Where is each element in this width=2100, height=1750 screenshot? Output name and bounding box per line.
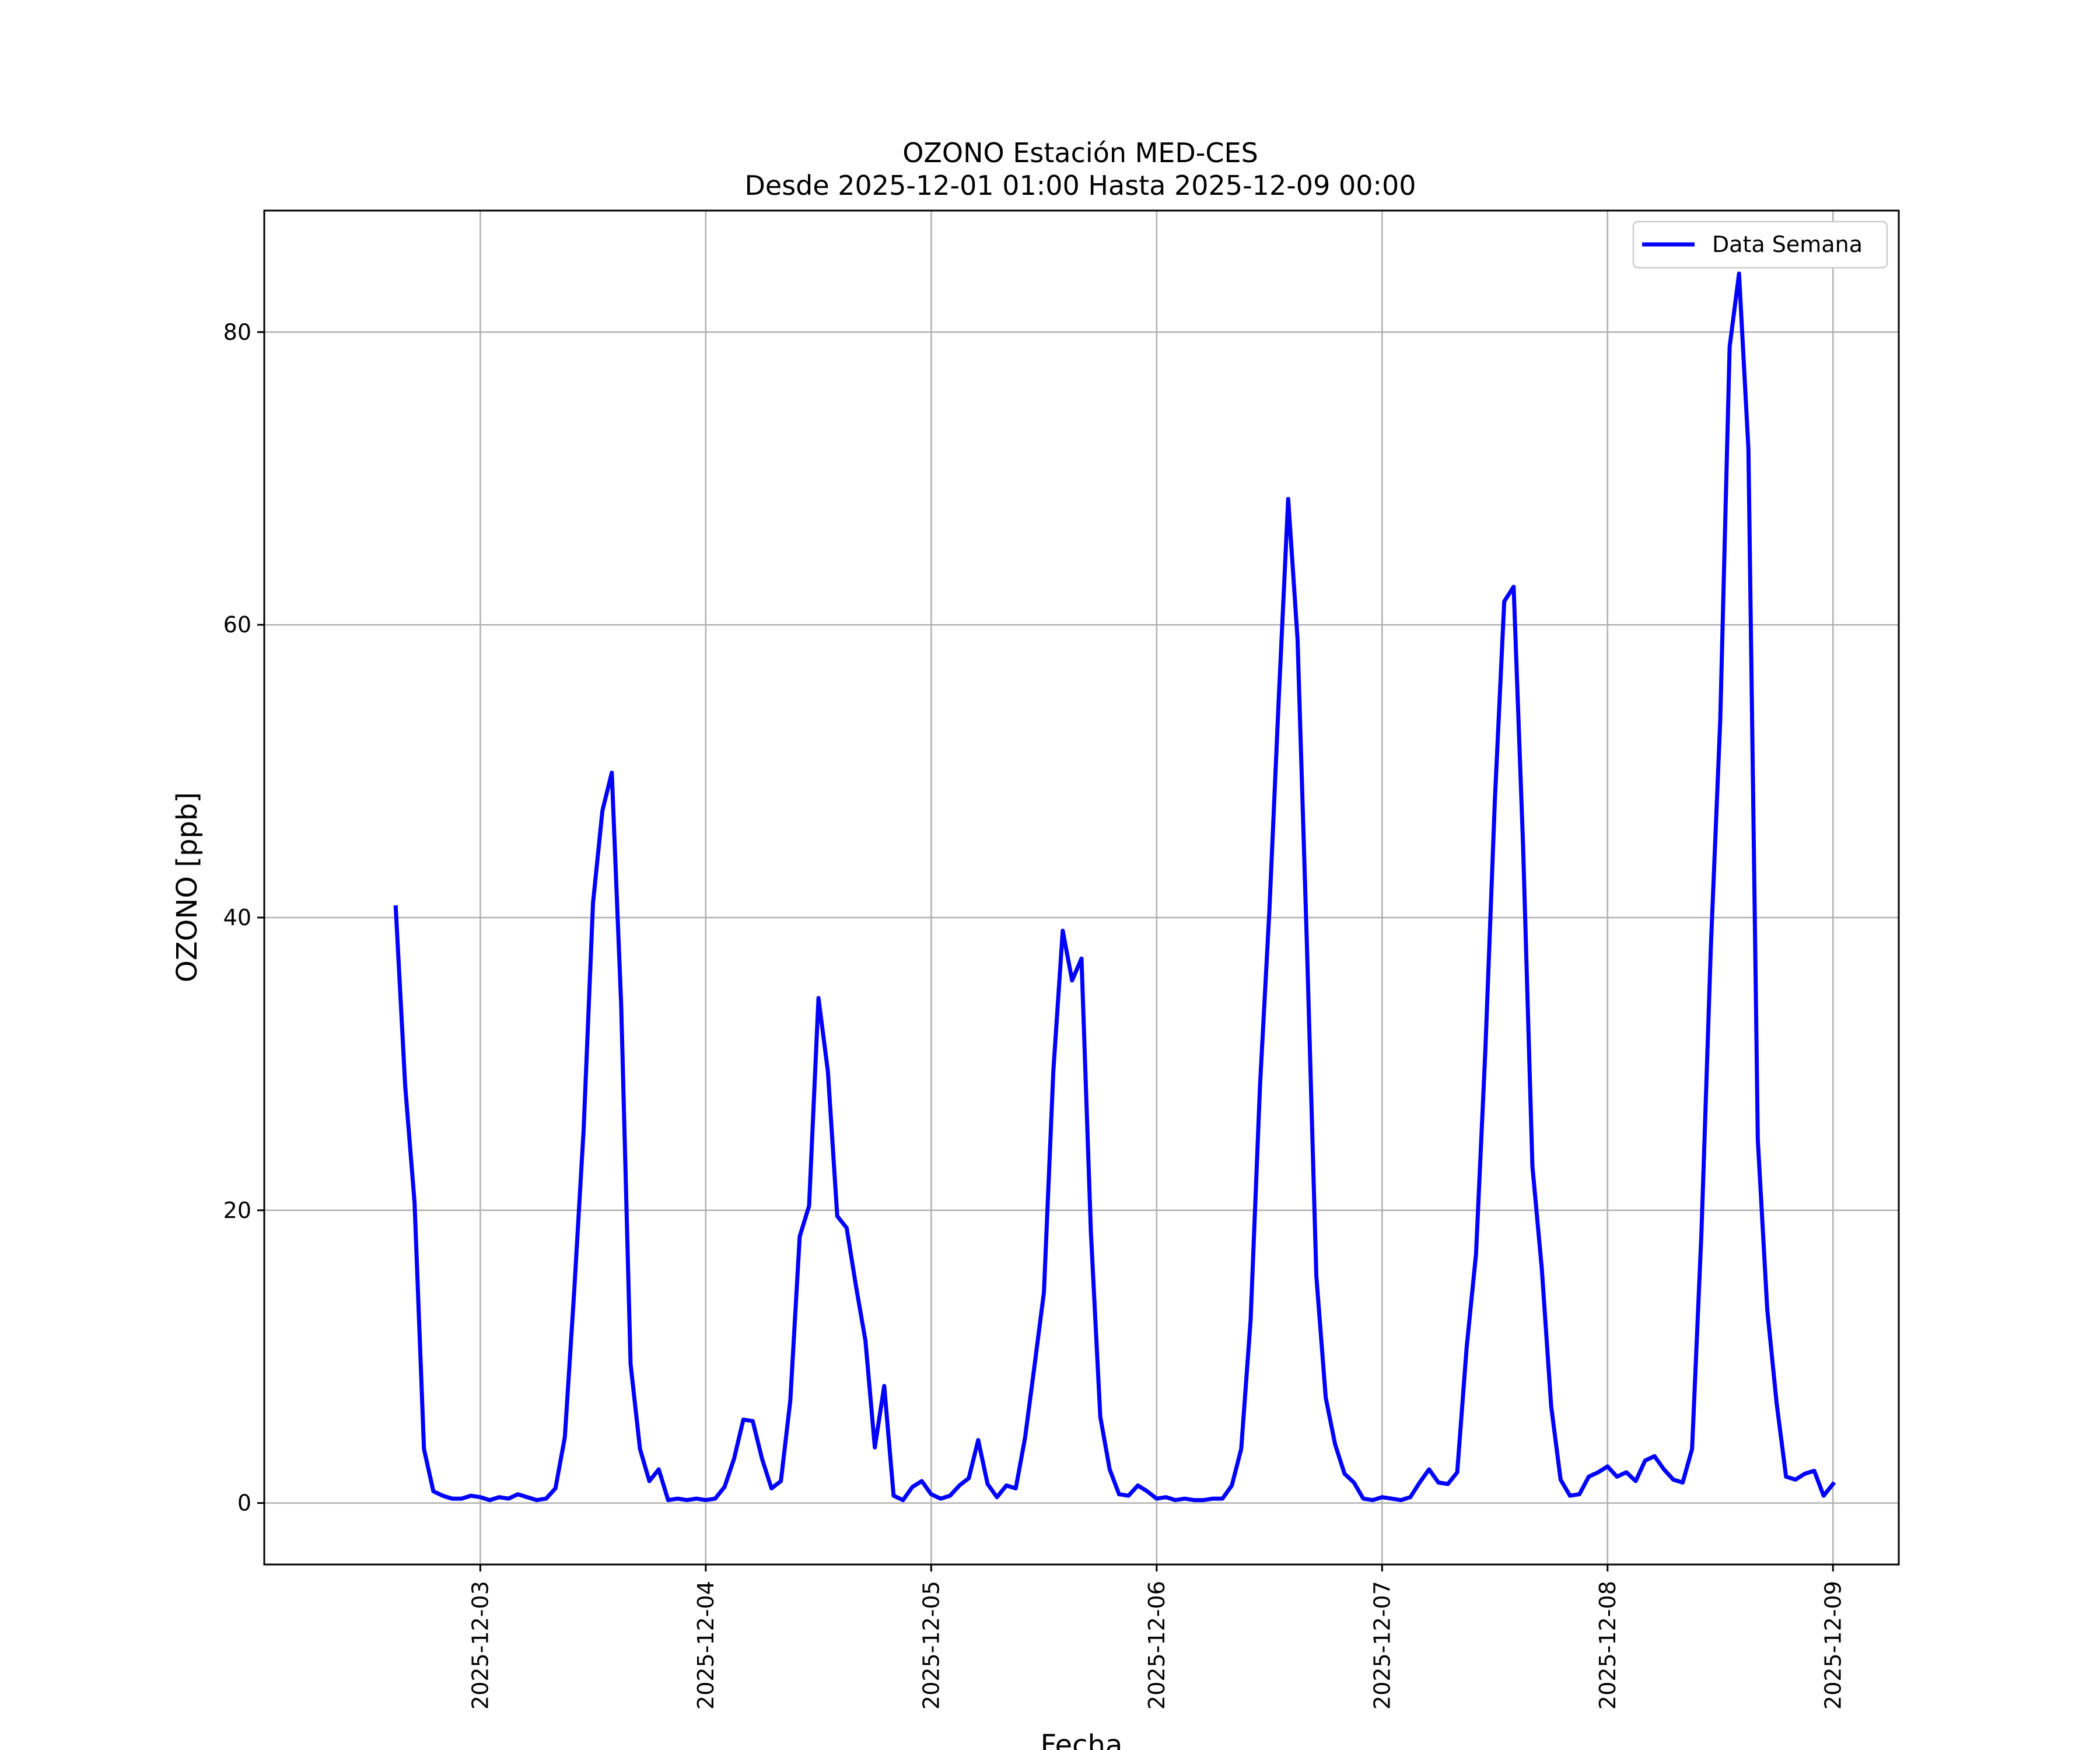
series-line-data-semana [393, 271, 1836, 1503]
x-axis-ticks: 2025-12-03 2025-12-04 2025-12-05 2025-12-06… [467, 1564, 1846, 1710]
y-tick-label: 20 [223, 1198, 251, 1223]
x-tick-label: 2025-12-07 [1369, 1581, 1395, 1710]
legend: Data Semana [1632, 220, 1888, 269]
y-tick-label: 0 [237, 1490, 251, 1516]
grid [264, 211, 1899, 1564]
x-axis-label: Fecha [1041, 1729, 1123, 1750]
x-tick-label: 2025-12-08 [1595, 1581, 1620, 1710]
x-tick-label: 2025-12-04 [693, 1581, 719, 1710]
x-tick-label: 2025-12-09 [1820, 1581, 1846, 1710]
x-tick-label: 2025-12-05 [918, 1581, 944, 1710]
y-tick-label: 80 [223, 319, 251, 345]
plot-frame [263, 209, 1900, 1566]
y-tick-label: 40 [223, 905, 251, 930]
chart-title-line-1: OZONO Estación MED-CES [902, 137, 1258, 169]
x-tick-label: 2025-12-03 [467, 1581, 493, 1710]
legend-box [1632, 220, 1888, 269]
y-axis-label: OZONO [ppb] [171, 792, 204, 982]
series-layer [393, 271, 1836, 1503]
legend-label-data-semana: Data Semana [1712, 232, 1863, 257]
y-axis-ticks: 0 20 40 60 80 [223, 319, 264, 1516]
x-tick-label: 2025-12-06 [1144, 1581, 1170, 1710]
chart-title-line-2: Desde 2025-12-01 01:00 Hasta 2025-12-09 … [744, 170, 1416, 201]
y-tick-label: 60 [223, 612, 251, 638]
